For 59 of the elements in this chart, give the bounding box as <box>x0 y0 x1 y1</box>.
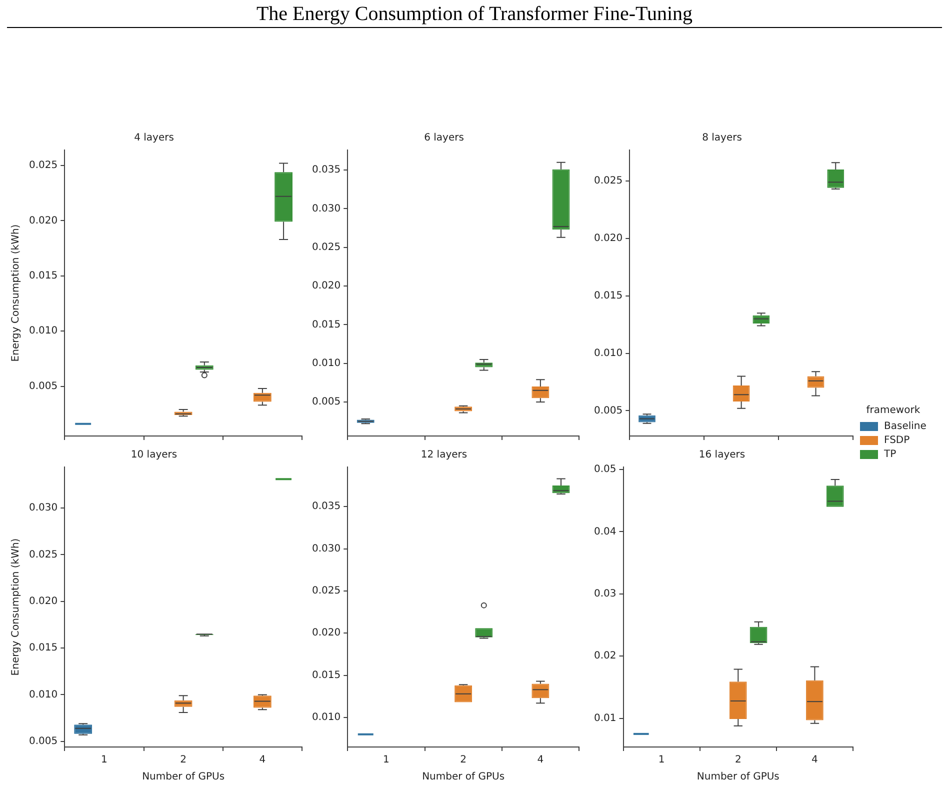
chart-title: 10 layers <box>130 450 178 461</box>
y-tick-label: 0.04 <box>594 526 616 538</box>
y-tick-label: 0.01 <box>594 712 616 724</box>
y-tick-label: 0.010 <box>312 358 341 369</box>
y-tick-label: 0.005 <box>312 396 341 408</box>
x-tick-label: 4 <box>537 754 544 766</box>
y-tick-label: 0.025 <box>312 242 341 253</box>
y-tick-label: 0.005 <box>28 380 58 392</box>
x-axis-title: Number of GPUs <box>422 772 505 783</box>
x-tick-label: 1 <box>101 754 108 766</box>
y-tick-label: 0.015 <box>312 319 341 330</box>
x-tick-label: 2 <box>734 754 742 766</box>
y-tick-label: 0.025 <box>28 549 58 560</box>
legend-title: framework <box>865 405 922 416</box>
y-tick-label: 0.020 <box>594 233 623 244</box>
legend-label: Baseline <box>884 420 926 432</box>
y-tick-label: 0.025 <box>28 160 58 172</box>
y-tick-label: 0.025 <box>594 176 623 187</box>
y-tick-label: 0.015 <box>28 270 58 282</box>
y-tick-label: 0.03 <box>594 588 616 600</box>
x-tick-label: 4 <box>259 754 266 766</box>
y-tick-label: 0.020 <box>312 628 341 639</box>
x-tick-label: 1 <box>383 754 390 766</box>
legend-label: TP <box>884 448 896 460</box>
y-axis-title: Energy Consumption (kWh) <box>10 538 22 676</box>
y-tick-label: 0.030 <box>28 502 58 514</box>
chart-title: 4 layers <box>134 132 174 144</box>
chart-title: 8 layers <box>702 132 742 144</box>
y-tick-label: 0.005 <box>594 405 623 416</box>
y-tick-label: 0.005 <box>28 736 58 747</box>
legend-label: FSDP <box>884 434 910 446</box>
y-tick-label: 0.010 <box>594 348 623 359</box>
y-tick-label: 0.02 <box>594 650 616 662</box>
text: The Energy Consumption of Transformer Fine-Tuning <box>7 2 942 28</box>
y-tick-label: 0.015 <box>312 670 341 681</box>
y-tick-label: 0.025 <box>312 586 341 597</box>
y-axis-title: Energy Consumption (kWh) <box>10 224 22 362</box>
chart-title: 16 layers <box>698 450 746 461</box>
y-tick-label: 0.020 <box>28 596 58 607</box>
chart-title: 12 layers <box>420 450 468 461</box>
y-tick-label: 0.010 <box>28 689 58 700</box>
x-tick-label: 2 <box>460 754 466 766</box>
x-tick-label: 1 <box>658 754 665 766</box>
y-tick-label: 0.020 <box>28 215 58 226</box>
y-tick-label: 0.015 <box>28 642 58 654</box>
y-tick-label: 0.035 <box>312 501 341 512</box>
y-tick-label: 0.010 <box>312 712 341 724</box>
x-axis-title: Number of GPUs <box>696 772 780 783</box>
y-tick-label: 0.020 <box>312 280 341 292</box>
y-tick-label: 0.010 <box>28 326 58 337</box>
x-tick-label: 2 <box>180 754 186 766</box>
y-tick-label: 0.035 <box>312 164 341 176</box>
x-axis-title: Number of GPUs <box>142 772 225 783</box>
x-tick-label: 4 <box>812 754 818 766</box>
chart-title: 6 layers <box>424 132 464 144</box>
y-tick-label: 0.030 <box>312 543 341 554</box>
y-tick-label: 0.030 <box>312 203 341 214</box>
y-tick-label: 0.015 <box>594 290 623 302</box>
y-tick-label: 0.05 <box>594 464 616 476</box>
